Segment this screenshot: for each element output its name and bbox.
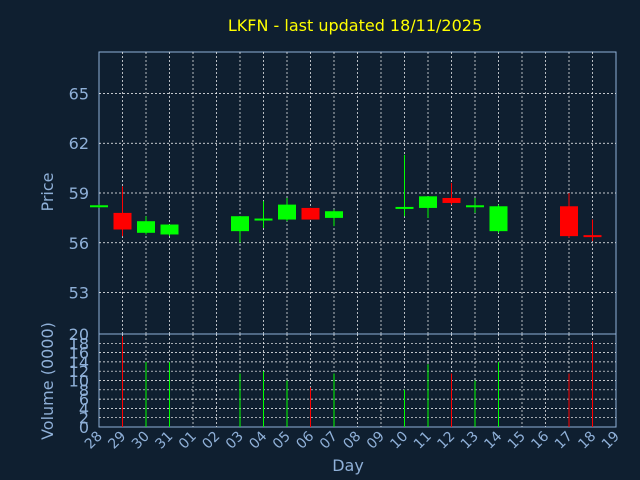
volume-tick-label: 8 <box>79 381 89 400</box>
candle-body <box>419 196 437 208</box>
candle-body <box>583 235 602 238</box>
volume-tick-label: 18 <box>69 334 89 353</box>
x-tick-label: 13 <box>458 429 482 453</box>
candle-body <box>160 224 179 235</box>
x-tick-label: 06 <box>293 428 317 452</box>
volume-tick-label: 16 <box>69 344 89 363</box>
candle-body <box>325 211 343 218</box>
price-panel: 53 56 59 62 65 <box>69 51 617 335</box>
candle-body <box>489 206 508 232</box>
price-tick-label: 59 <box>69 184 89 203</box>
candle-body <box>560 206 578 237</box>
candle-body <box>301 207 320 220</box>
price-tick-label: 62 <box>69 134 89 153</box>
volume-axis-label: Volume (0000) <box>38 322 57 440</box>
x-tick-label: 03 <box>223 429 247 453</box>
candle-body <box>466 205 484 208</box>
x-tick-label: 29 <box>105 429 129 453</box>
x-tick-label: 04 <box>246 428 270 452</box>
volume-tick-label: 2 <box>79 409 89 428</box>
x-tick-label: 02 <box>199 429 223 453</box>
volume-tick-label: 14 <box>69 353 89 372</box>
x-tick-label: 09 <box>364 429 388 453</box>
x-tick-label: 31 <box>152 429 176 453</box>
x-tick-label: 01 <box>176 429 200 453</box>
x-tick-label: 15 <box>505 429 529 453</box>
chart-title: LKFN - last updated 18/11/2025 <box>228 16 482 35</box>
x-tick-label: 18 <box>575 429 599 453</box>
price-tick-label: 56 <box>69 234 89 253</box>
volume-tick-label: 10 <box>69 372 89 391</box>
candle-body <box>395 206 414 209</box>
x-tick-label: 17 <box>552 429 576 453</box>
candle-body <box>113 212 132 230</box>
volume-tick-label: 12 <box>69 362 89 381</box>
x-tick-label: 16 <box>528 428 552 452</box>
price-tick-label: 53 <box>69 284 89 303</box>
volume-panel: 28 29 30 31 01 02 03 04 05 06 07 08 09 10 11 12 13 14 15 16… <box>69 325 623 452</box>
x-tick-label: 10 <box>387 429 411 453</box>
volume-tick-label: 20 <box>69 325 89 344</box>
x-tick-label: 14 <box>481 428 505 452</box>
volume-tick-label: 6 <box>79 390 89 409</box>
x-tick-label: 30 <box>129 429 153 453</box>
x-tick-label: 05 <box>270 429 294 453</box>
volume-tick-label: 0 <box>79 418 89 437</box>
x-tick-label: 07 <box>317 429 341 453</box>
x-tick-label: 12 <box>434 429 458 453</box>
candle-body <box>90 205 108 208</box>
x-axis-label: Day <box>332 456 364 475</box>
candle-body <box>278 204 296 220</box>
candle-body <box>442 197 461 203</box>
volume-tick-label: 4 <box>79 399 89 418</box>
price-axis-label: Price <box>38 172 57 211</box>
price-tick-label: 65 <box>69 84 89 103</box>
candle-body <box>231 216 249 232</box>
x-tick-label: 08 <box>340 429 364 453</box>
x-tick-label: 19 <box>599 429 623 453</box>
x-tick-label: 11 <box>411 429 435 453</box>
candle-body <box>137 221 155 233</box>
candle-body <box>254 218 273 221</box>
